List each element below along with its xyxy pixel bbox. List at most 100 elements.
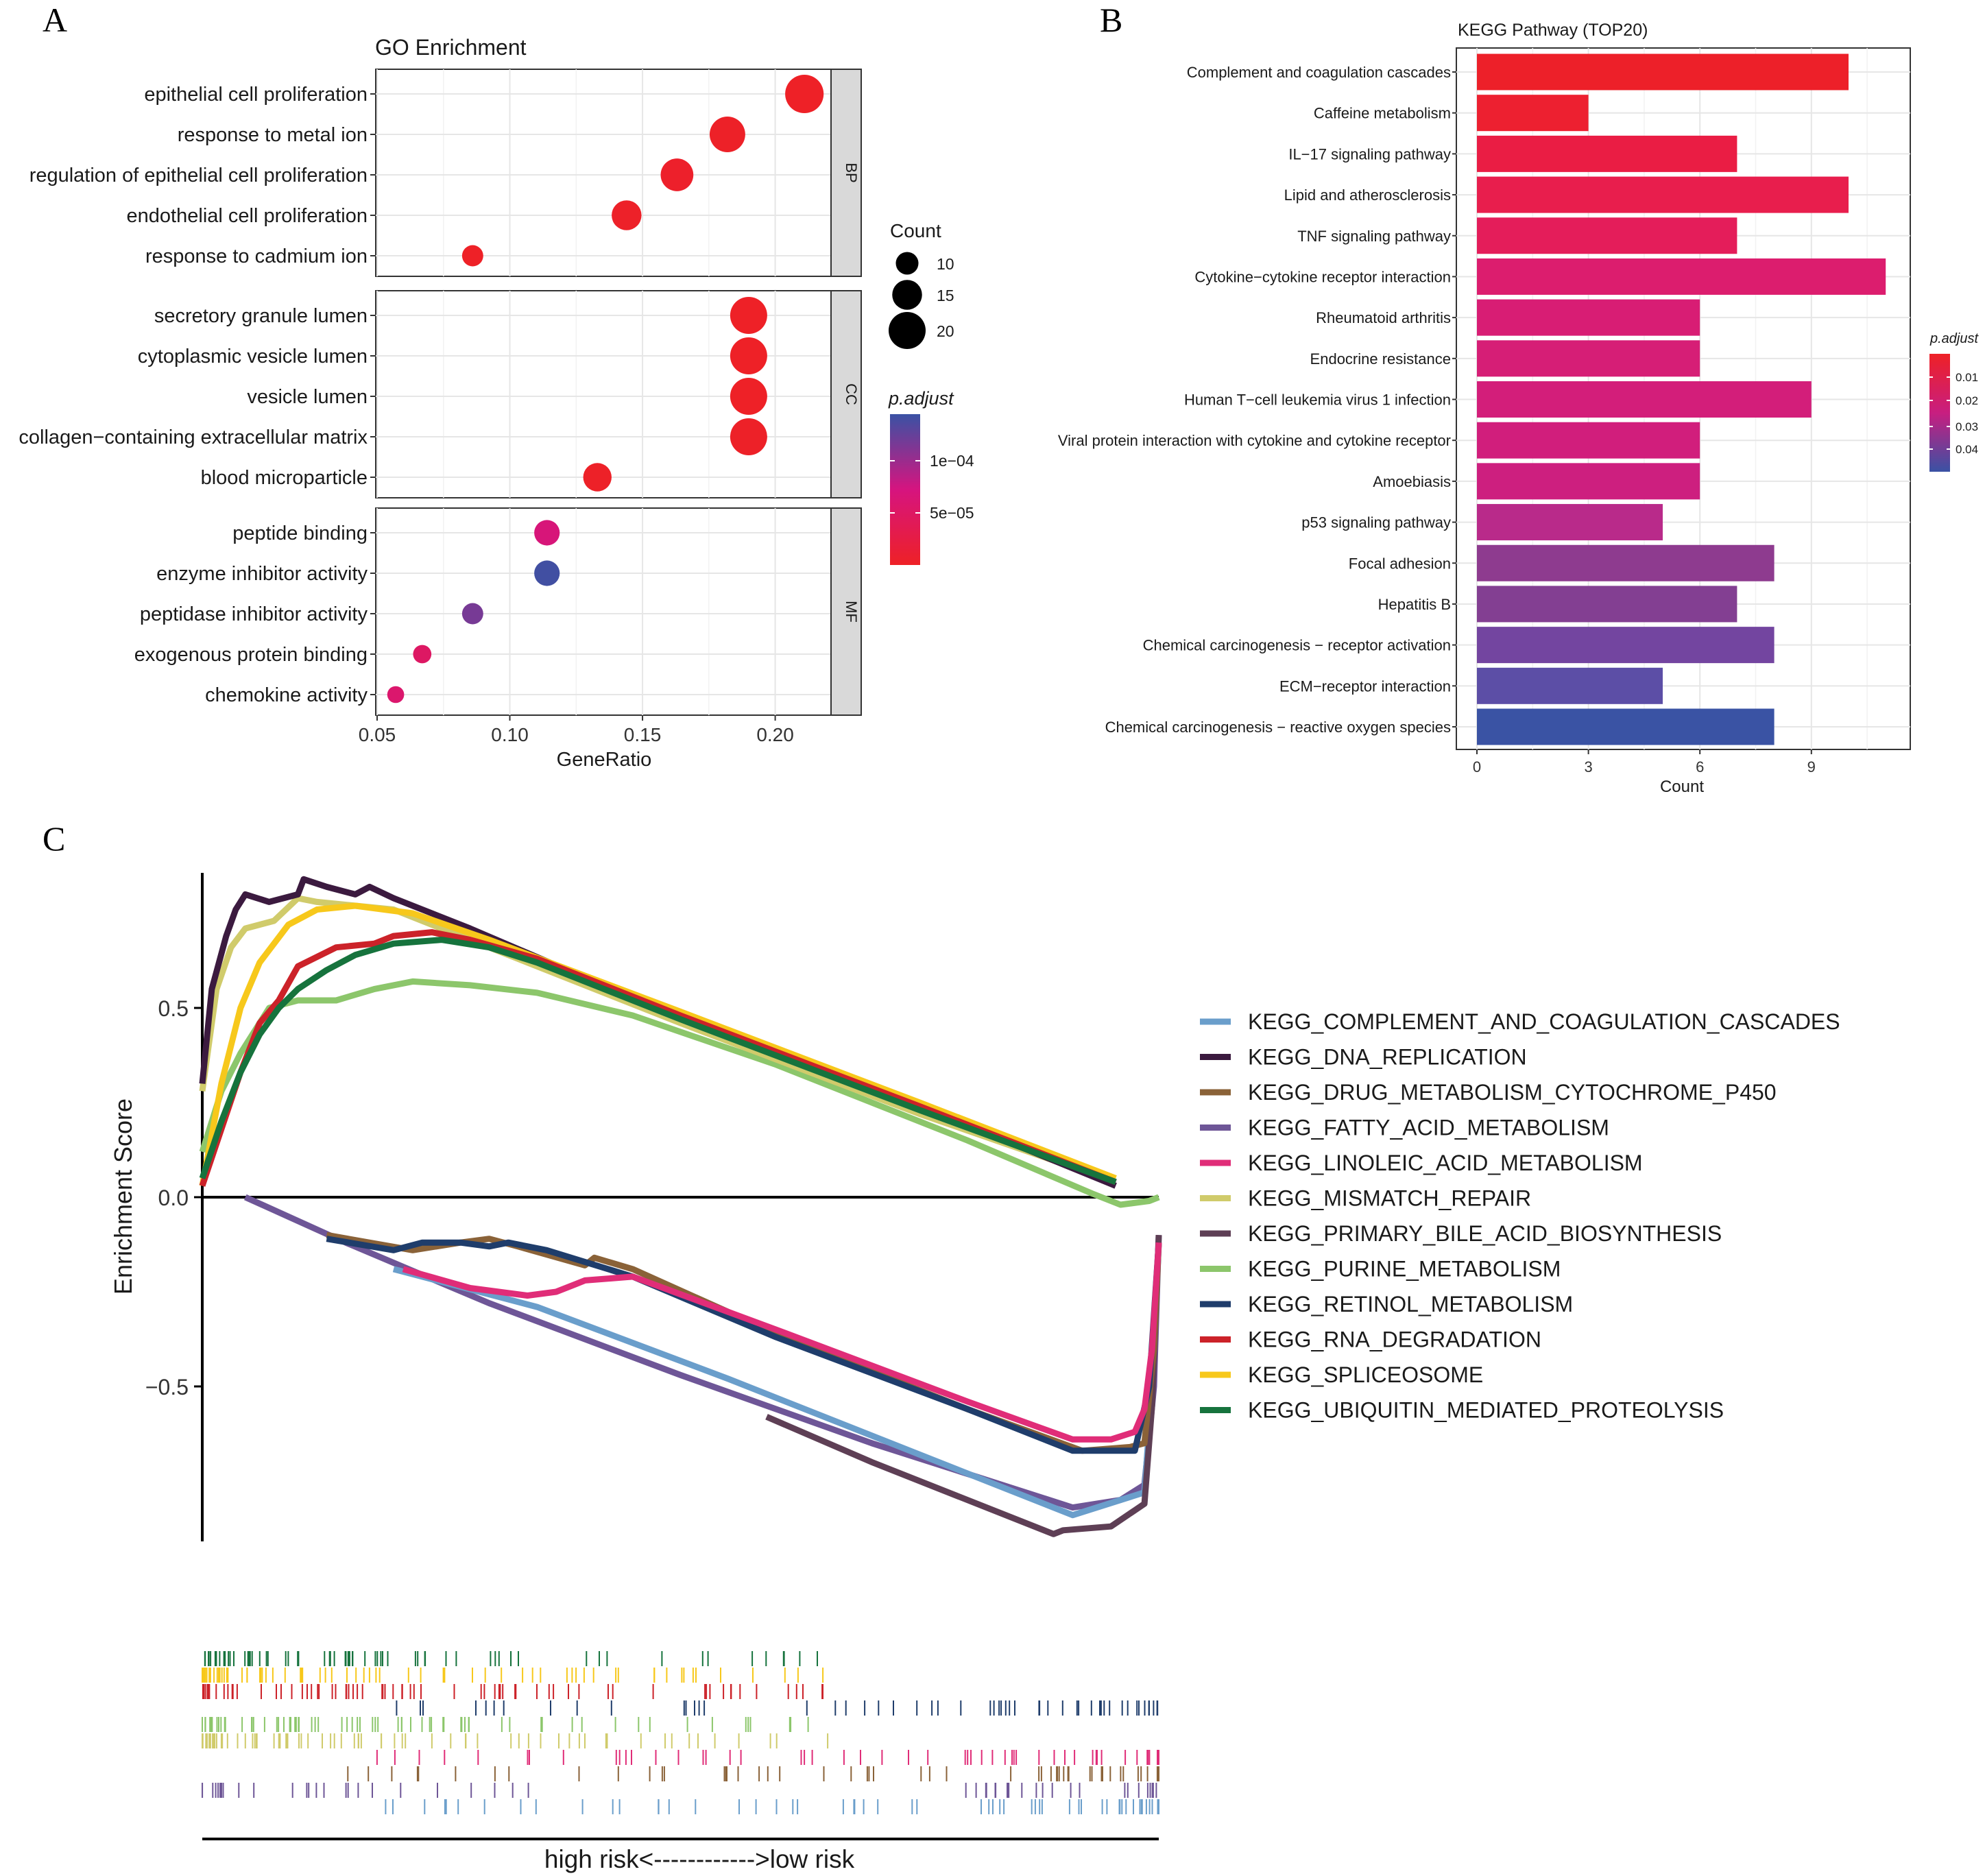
go-term-label: chemokine activity [205,684,368,706]
gsea-y-tick-label: −0.5 [145,1375,189,1399]
go-colorbar-label: 5e−05 [930,504,974,522]
go-x-axis: 0.05 0.10 0.15 0.20 [359,715,794,745]
gsea-legend-label: KEGG_FATTY_ACID_METABOLISM [1248,1116,1609,1140]
gsea-line-kegg-ubiquitin-mediated-proteolysis [199,937,1117,1186]
kegg-title: KEGG Pathway (TOP20) [1458,21,1648,40]
gsea-line-kegg-drug-metabolism-cytochrome-p450 [326,1231,1162,1454]
kegg-bar [1477,708,1775,745]
kegg-bar [1477,95,1589,132]
panel-label-b: B [1100,1,1122,39]
go-term-label: enzyme inhibitor activity [156,563,368,585]
gsea-legend-label: KEGG_DNA_REPLICATION [1248,1045,1527,1070]
kegg-category-label: p53 signaling pathway [1301,514,1451,531]
kegg-category-label: Caffeine metabolism [1314,105,1451,122]
kegg-bar [1477,667,1663,704]
kegg-category-label: IL−17 signaling pathway [1288,145,1451,163]
go-point [730,378,767,415]
go-facet-strip-label: MF [843,601,860,623]
kegg-bar [1477,135,1737,172]
go-count-legend-dot [895,252,919,275]
go-term-label: regulation of epithelial cell proliferat… [29,165,368,187]
go-count-legend-label: 20 [937,322,954,340]
kegg-category-label: Endocrine resistance [1310,350,1451,368]
go-facet-strip-label: BP [843,163,860,182]
kegg-category-label: Focal adhesion [1349,555,1451,572]
kegg-bar [1477,176,1849,213]
gsea-legend-label: KEGG_COMPLEMENT_AND_COAGULATION_CASCADES [1248,1009,1840,1034]
go-x-tick-label: 0.20 [756,724,794,745]
go-point [583,463,612,492]
go-term-label: response to cadmium ion [145,245,368,267]
kegg-x-tick-label: 6 [1696,758,1704,775]
kegg-category-label: Lipid and atherosclerosis [1284,187,1451,204]
go-legend: Count p.adjust 10 15 20 1e−04 5e−05 [888,220,974,565]
go-term-label: peptide binding [232,522,368,544]
gsea-y-tick-label: 0.0 [158,1186,189,1210]
go-point [730,297,767,334]
go-term-label: vesicle lumen [247,386,368,408]
go-point [461,245,483,267]
kegg-x-axis-label: Count [1660,778,1704,796]
go-colorbar-label: 1e−04 [930,452,974,470]
kegg-category-label: Chemical carcinogenesis − receptor activ… [1143,637,1451,654]
kegg-bar [1477,217,1737,254]
go-point [534,520,560,546]
go-count-legend-label: 10 [937,255,954,273]
go-facet-strip [830,507,862,716]
gsea-legend-label: KEGG_PURINE_METABOLISM [1248,1257,1561,1282]
kegg-bars: Complement and coagulation cascades Caffe… [1058,53,1886,745]
kegg-bar [1477,627,1775,664]
gsea-enrichment-plot: 0.5 0.0 −0.5 Enrichment Score KEGG_COMPLEM… [109,873,1840,1873]
gsea-line-kegg-dna-replication [199,876,1117,1189]
gsea-line-kegg-mismatch-repair [199,895,1117,1186]
go-enrichment-dotplot: GO Enrichment BP CC MF epithelial cell pro… [19,35,974,771]
go-title: GO Enrichment [375,35,527,60]
go-x-axis-label: GeneRatio [557,749,652,771]
kegg-category-label: Viral protein interaction with cytokine … [1058,432,1451,449]
gsea-axes: 0.5 0.0 −0.5 [145,873,1159,1541]
go-points: epithelial cell proliferation response to… [19,74,824,706]
gsea-y-tick-label: 0.5 [158,996,189,1021]
kegg-pathway-barchart: KEGG Pathway (TOP20) Complement and coag… [1058,21,1980,796]
kegg-colorbar-label: 0.02 [1956,394,1978,407]
gsea-line-kegg-primary-bile-acid-biosynthesis [765,1235,1162,1537]
gsea-legend-label: KEGG_PRIMARY_BILE_ACID_BIOSYNTHESIS [1248,1221,1722,1246]
gsea-legend-label: KEGG_RNA_DEGRADATION [1248,1327,1541,1352]
go-padjust-colorbar [890,414,920,565]
kegg-bar [1477,340,1700,377]
gsea-line-kegg-complement-and-coagulation-cascades [392,1242,1162,1519]
kegg-x-tick-label: 3 [1584,758,1592,775]
kegg-bar [1477,504,1663,541]
gsea-x-axis-label: high risk<------------>low risk [544,1845,855,1873]
go-term-label: blood microparticle [201,467,368,489]
panel-label-a: A [43,1,67,39]
kegg-bar [1477,422,1700,459]
kegg-category-label: ECM−receptor interaction [1279,677,1451,695]
go-point [413,645,432,664]
gsea-legend-label: KEGG_LINOLEIC_ACID_METABOLISM [1248,1151,1643,1175]
kegg-axes: 0 3 6 9 [1473,749,1816,775]
go-point [730,337,767,374]
kegg-bar [1477,463,1700,500]
go-facet-strip [830,290,862,498]
kegg-padjust-legend-title: p.adjust [1929,331,1979,346]
go-x-tick-label: 0.15 [624,724,662,745]
panel-label-c: C [43,819,65,858]
go-count-legend-title: Count [890,220,941,241]
go-point [660,158,694,191]
kegg-colorbar-label: 0.01 [1956,371,1978,384]
gsea-series-lines [199,876,1162,1537]
gsea-legend-label: KEGG_RETINOL_METABOLISM [1248,1292,1573,1316]
kegg-bar [1477,299,1700,336]
go-facet-strip [830,69,862,277]
go-term-label: collagen−containing extracellular matrix [19,426,368,448]
go-term-label: endothelial cell proliferation [127,205,368,227]
go-point [612,200,642,230]
go-term-label: peptidase inhibitor activity [140,603,368,625]
gsea-line-kegg-spliceosome [199,902,1117,1187]
kegg-colorbar-label: 0.03 [1956,420,1978,433]
kegg-x-tick-label: 9 [1807,758,1816,775]
go-point [387,686,405,704]
kegg-category-label: Human T−cell leukemia virus 1 infection [1184,392,1451,409]
